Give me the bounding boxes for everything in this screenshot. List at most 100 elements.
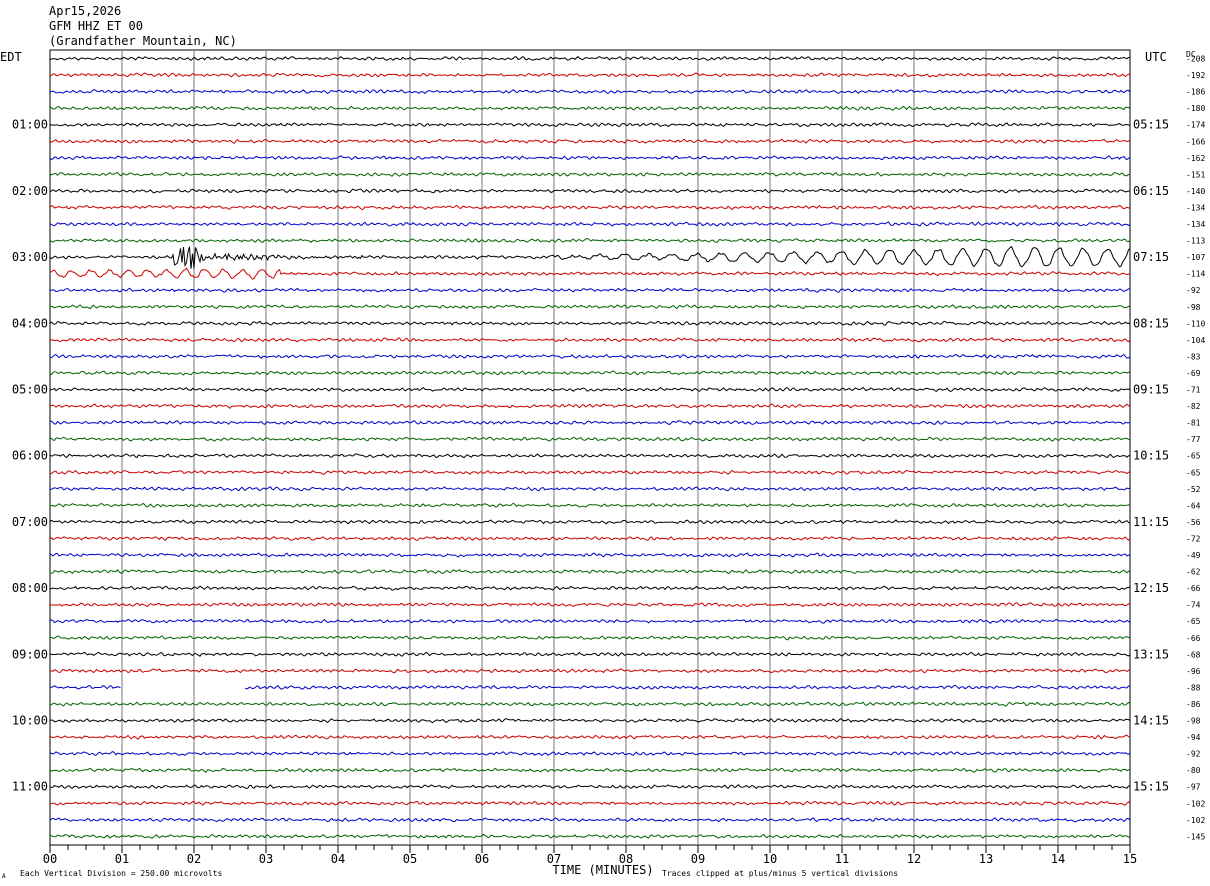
x-tick-label: 14 <box>1051 852 1065 866</box>
trace-row-6 <box>49 155 1131 161</box>
utc-hour-label: 05:15 <box>1133 118 1169 132</box>
dc-offset-label: -192 <box>1186 71 1205 80</box>
trace-row-22 <box>49 420 1130 426</box>
x-tick-label: 06 <box>475 852 489 866</box>
edt-hour-label: 01:00 <box>12 118 48 132</box>
dc-offset-label: -102 <box>1186 816 1205 825</box>
dc-offset-label: -65 <box>1186 452 1201 461</box>
dc-offset-label: -140 <box>1186 187 1205 196</box>
trace-row-7 <box>49 171 1130 177</box>
dc-offset-label: -104 <box>1186 336 1205 345</box>
trace-row-28 <box>49 519 1131 525</box>
scale-note: Each Vertical Division = 250.00 microvol… <box>20 869 222 878</box>
trace-row-35 <box>49 635 1130 641</box>
utc-hour-label: 10:15 <box>1133 449 1169 463</box>
utc-hour-label: 15:15 <box>1133 780 1169 794</box>
dc-offset-label: -166 <box>1186 137 1205 146</box>
dc-offset-label: -62 <box>1186 568 1201 577</box>
right-timezone-label: UTC <box>1145 50 1167 64</box>
dc-offset-label: -92 <box>1186 286 1201 295</box>
x-tick-label: 04 <box>331 852 345 866</box>
dc-offset-label: -82 <box>1186 402 1201 411</box>
dc-offset-label: -86 <box>1186 700 1201 709</box>
dc-offset-label: -68 <box>1186 650 1201 659</box>
dc-offset-label: -80 <box>1186 766 1201 775</box>
trace-row-4 <box>49 122 1131 128</box>
edt-hour-label: 11:00 <box>12 780 48 794</box>
utc-hour-label: 06:15 <box>1133 184 1169 198</box>
x-tick-label: 15 <box>1123 852 1137 866</box>
edt-hour-label: 04:00 <box>12 316 48 330</box>
left-timezone-label: EDT <box>0 50 22 64</box>
header-station: GFM HHZ ET 00 <box>49 19 143 33</box>
trace-row-2 <box>49 89 1131 95</box>
x-tick-label: 12 <box>907 852 921 866</box>
trace-row-3 <box>49 105 1131 111</box>
utc-hour-label: 08:15 <box>1133 316 1169 330</box>
dc-offset-label: -69 <box>1186 369 1201 378</box>
trace-row-41 <box>49 734 1131 740</box>
dc-offset-label: -66 <box>1186 584 1201 593</box>
x-tick-label: 13 <box>979 852 993 866</box>
x-tick-label: 09 <box>691 852 705 866</box>
utc-hour-label: 11:15 <box>1133 515 1169 529</box>
dc-offset-label: -98 <box>1186 303 1201 312</box>
utc-hour-label: 13:15 <box>1133 647 1169 661</box>
dc-offset-label: -145 <box>1186 832 1205 841</box>
trace-row-34 <box>49 618 1131 624</box>
trace-row-19 <box>49 370 1131 376</box>
dc-offset-label: -174 <box>1186 121 1205 130</box>
trace-row-45 <box>49 800 1131 806</box>
trace-row-29 <box>49 536 1131 542</box>
dc-offset-label: -52 <box>1186 485 1201 494</box>
dc-offset-label: -72 <box>1186 534 1201 543</box>
trace-row-11 <box>49 237 1131 244</box>
x-tick-label: 10 <box>763 852 777 866</box>
trace-row-16 <box>49 320 1131 326</box>
dc-offset-label: -56 <box>1186 518 1201 527</box>
trace-row-33 <box>49 602 1131 608</box>
trace-row-46 <box>49 817 1131 823</box>
trace-row-36 <box>49 651 1131 657</box>
edt-hour-label: 08:00 <box>12 581 48 595</box>
trace-row-26 <box>49 486 1131 492</box>
x-tick-label: 08 <box>619 852 633 866</box>
clip-note: Traces clipped at plus/minus 5 vertical … <box>662 869 898 878</box>
trace-row-5 <box>49 138 1131 144</box>
x-tick-label: 02 <box>187 852 201 866</box>
dc-offset-label: -151 <box>1186 170 1205 179</box>
trace-row-13 <box>50 267 1131 280</box>
dc-offset-label: -74 <box>1186 601 1201 610</box>
dc-offset-label: -81 <box>1186 419 1201 428</box>
edt-hour-label: 07:00 <box>12 515 48 529</box>
x-tick-label: 01 <box>115 852 129 866</box>
edt-hour-label: 06:00 <box>12 449 48 463</box>
trace-row-14 <box>49 287 1131 293</box>
trace-row-17 <box>49 337 1131 343</box>
trace-row-38 <box>49 684 1131 690</box>
dc-offset-label: -66 <box>1186 634 1201 643</box>
dc-offset-label: -49 <box>1186 551 1201 560</box>
corner-mark: A <box>2 873 6 880</box>
dc-offset-label: -88 <box>1186 683 1201 692</box>
edt-hour-label: 03:00 <box>12 250 48 264</box>
trace-row-9 <box>49 204 1131 211</box>
x-tick-label: 07 <box>547 852 561 866</box>
header-date: Apr15,2026 <box>49 4 122 18</box>
dc-offset-label: -114 <box>1186 270 1205 279</box>
trace-row-25 <box>49 469 1131 475</box>
dc-offset-label: -96 <box>1186 667 1201 676</box>
dc-offset-label: -134 <box>1186 203 1205 212</box>
trace-row-40 <box>49 717 1131 724</box>
dc-offset-label: -113 <box>1186 237 1205 246</box>
edt-hour-label: 02:00 <box>12 184 48 198</box>
trace-row-15 <box>49 304 1131 310</box>
trace-row-44 <box>50 783 1131 790</box>
utc-hour-label: 12:15 <box>1133 581 1169 595</box>
utc-hour-label: 07:15 <box>1133 250 1169 264</box>
dc-offset-label: -208 <box>1186 55 1205 64</box>
trace-row-10 <box>49 221 1131 227</box>
trace-row-42 <box>49 751 1131 757</box>
dc-offset-label: -65 <box>1186 468 1201 477</box>
dc-offset-label: -92 <box>1186 750 1201 759</box>
